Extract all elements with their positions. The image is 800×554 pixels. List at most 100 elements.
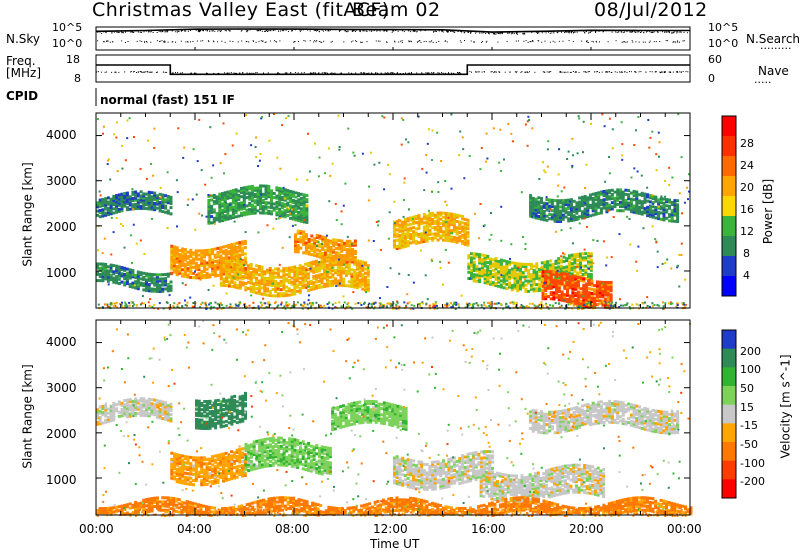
- power-cell: [499, 285, 503, 289]
- nsky-dot: [266, 29, 267, 31]
- power-cell: [548, 204, 552, 208]
- power-noise: [254, 146, 257, 148]
- power-cell: [583, 209, 587, 213]
- nsearch-dot: [232, 41, 234, 42]
- nave-dot: [490, 71, 492, 73]
- power-cell: [529, 202, 533, 206]
- nave-dot: [150, 71, 152, 73]
- power-cell: [417, 220, 421, 224]
- nsearch-dot: [431, 40, 433, 42]
- power-cell: [545, 204, 549, 208]
- power-cell: [358, 282, 362, 286]
- power-cell: [403, 236, 407, 240]
- power-cell: [541, 270, 545, 274]
- power-cell: [235, 252, 239, 256]
- power-cell: [259, 188, 263, 192]
- power-noise: [198, 212, 201, 215]
- nave-dot: [388, 72, 390, 74]
- nave-dot: [685, 71, 687, 73]
- nsearch-dot: [146, 41, 148, 43]
- power-noise: [295, 178, 298, 181]
- power-cell: [532, 279, 536, 283]
- power-cell: [584, 264, 588, 268]
- nsearch-dot: [136, 40, 138, 42]
- power-cell: [601, 295, 605, 299]
- power-cell: [249, 273, 253, 277]
- power-cell: [676, 217, 680, 221]
- power-cell: [183, 264, 187, 268]
- power-cell: [248, 195, 252, 199]
- power-cell: [260, 269, 264, 273]
- power-cell: [256, 209, 260, 213]
- power-cell: [250, 207, 254, 211]
- power-cell: [240, 207, 243, 211]
- nave-dot: [448, 72, 449, 74]
- power-cell: [541, 289, 545, 292]
- power-cell: [584, 277, 588, 281]
- power-cell: [654, 197, 658, 201]
- nsky-dot: [513, 33, 515, 35]
- power-cell: [298, 291, 302, 295]
- power-cell: [208, 254, 212, 258]
- power-cell: [323, 238, 327, 242]
- power-noise: [145, 177, 148, 180]
- power-cell: [353, 279, 357, 283]
- power-cell: [499, 271, 503, 275]
- power-cell: [342, 261, 346, 264]
- nave-dot: [478, 71, 480, 73]
- power-cell: [574, 277, 578, 281]
- power-noise: [431, 259, 434, 262]
- power-cell: [393, 224, 396, 228]
- power-cell: [200, 261, 204, 265]
- power-cell: [243, 242, 247, 245]
- power-cell: [278, 195, 282, 199]
- power-noise: [649, 136, 652, 139]
- nave-dot: [444, 72, 446, 74]
- power-cell: [497, 276, 501, 280]
- power-cell: [567, 202, 571, 206]
- power-cell: [186, 275, 190, 279]
- nsky-dot: [451, 30, 453, 32]
- nsky-dot: [541, 32, 543, 34]
- power-cell: [98, 266, 102, 270]
- nave-dot: [649, 71, 651, 73]
- power-cell: [218, 194, 222, 198]
- power-cell: [337, 255, 341, 259]
- power-ground: [626, 302, 629, 305]
- power-cell: [478, 253, 482, 257]
- power-noise: [133, 284, 136, 287]
- power-cell: [161, 289, 165, 293]
- power-noise: [113, 302, 116, 305]
- nsearch-dot: [229, 40, 231, 42]
- power-cell: [280, 206, 284, 210]
- power-cell: [272, 202, 276, 206]
- power-noise: [259, 153, 262, 155]
- power-cell: [153, 277, 157, 281]
- power-noise: [592, 262, 595, 265]
- power-noise: [425, 235, 428, 238]
- power-cell: [483, 260, 487, 264]
- power-cell: [455, 226, 459, 230]
- power-cell: [302, 210, 306, 213]
- power-cell: [312, 270, 316, 274]
- power-cell: [570, 204, 573, 208]
- power-cell: [605, 195, 609, 199]
- power-noise: [291, 208, 293, 211]
- power-cell: [170, 251, 174, 254]
- power-cell: [294, 239, 297, 243]
- power-noise: [338, 146, 341, 148]
- power-cell: [573, 269, 577, 273]
- power-cell: [555, 291, 559, 295]
- power-cell: [610, 195, 614, 198]
- nsearch-dot: [473, 41, 475, 43]
- power-cell: [334, 257, 338, 261]
- power-cell: [257, 285, 261, 289]
- power-cell: [463, 232, 467, 236]
- power-cell: [403, 226, 407, 230]
- power-cell: [560, 273, 564, 277]
- power-cell: [280, 214, 284, 218]
- power-cell: [444, 238, 448, 242]
- nsearch-dot: [554, 41, 556, 43]
- power-cell: [566, 287, 569, 291]
- nsearch-dot: [185, 41, 187, 43]
